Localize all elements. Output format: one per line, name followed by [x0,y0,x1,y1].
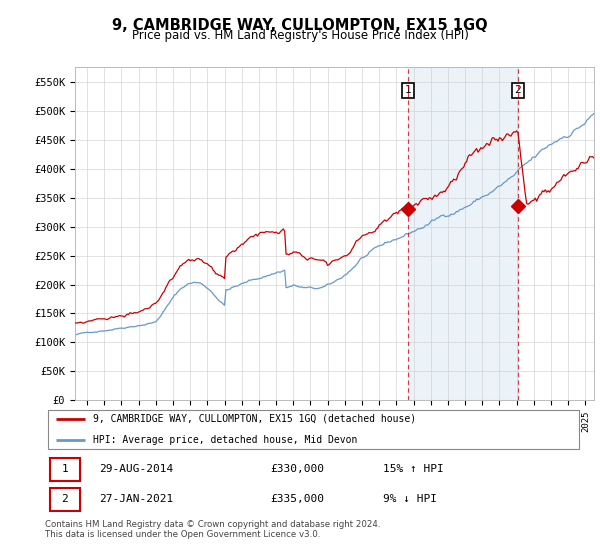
Text: 1: 1 [404,85,411,95]
Text: £335,000: £335,000 [271,494,325,505]
FancyBboxPatch shape [50,488,80,511]
Text: 9, CAMBRIDGE WAY, CULLOMPTON, EX15 1GQ: 9, CAMBRIDGE WAY, CULLOMPTON, EX15 1GQ [112,18,488,34]
Text: 9, CAMBRIDGE WAY, CULLOMPTON, EX15 1GQ (detached house): 9, CAMBRIDGE WAY, CULLOMPTON, EX15 1GQ (… [94,414,416,424]
FancyBboxPatch shape [47,409,580,449]
Text: 2: 2 [61,494,68,505]
Text: Price paid vs. HM Land Registry's House Price Index (HPI): Price paid vs. HM Land Registry's House … [131,29,469,42]
Text: 1: 1 [61,464,68,474]
FancyBboxPatch shape [50,458,80,480]
Text: 2: 2 [514,85,521,95]
Text: 9% ↓ HPI: 9% ↓ HPI [383,494,437,505]
Text: 29-AUG-2014: 29-AUG-2014 [98,464,173,474]
Text: £330,000: £330,000 [271,464,325,474]
Text: HPI: Average price, detached house, Mid Devon: HPI: Average price, detached house, Mid … [94,435,358,445]
Text: 27-JAN-2021: 27-JAN-2021 [98,494,173,505]
Text: Contains HM Land Registry data © Crown copyright and database right 2024.
This d: Contains HM Land Registry data © Crown c… [45,520,380,539]
Text: 15% ↑ HPI: 15% ↑ HPI [383,464,444,474]
